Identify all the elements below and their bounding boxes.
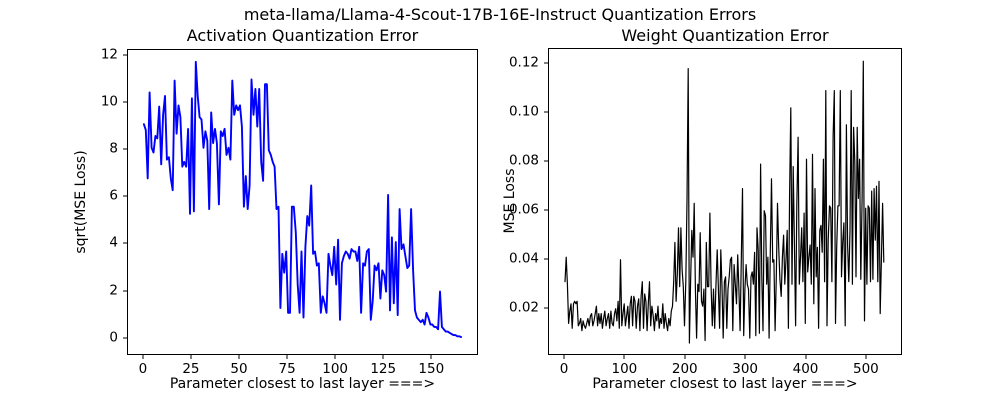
x-tick-mark: [563, 355, 565, 359]
y-tick-label: 2: [109, 282, 118, 299]
data-line: [564, 60, 885, 344]
x-tick-label: 100: [322, 361, 349, 377]
y-tick-label: 0.12: [508, 54, 539, 71]
axes-title: Weight Quantization Error: [621, 26, 829, 45]
x-axis-label: Parameter closest to last layer ===>: [592, 376, 858, 392]
y-tick-mark: [544, 160, 548, 162]
y-tick-label: 6: [109, 187, 118, 204]
y-tick-label: 0.08: [508, 152, 539, 169]
y-axis-label: sqrt(MSE Loss): [73, 150, 89, 254]
y-tick-label: 10: [100, 93, 118, 110]
y-tick-label: 8: [109, 140, 118, 157]
y-tick-label: 0.06: [508, 201, 539, 218]
y-tick-mark: [544, 62, 548, 64]
x-tick-mark: [805, 355, 806, 359]
x-tick-label: 50: [230, 361, 248, 377]
y-tick-label: 0.04: [508, 250, 539, 267]
x-tick-label: 500: [852, 361, 879, 377]
x-tick-label: 400: [792, 361, 819, 377]
x-tick-label: 0: [138, 361, 148, 377]
plot-area: [548, 48, 902, 355]
x-tick-label: 100: [611, 361, 638, 377]
y-tick-mark: [123, 290, 127, 292]
axes-title: Activation Quantization Error: [186, 26, 419, 45]
y-axis-label: MSE Loss: [502, 168, 518, 234]
x-tick-label: 125: [370, 361, 397, 377]
y-tick-mark: [123, 242, 127, 244]
x-tick-label: 300: [732, 361, 759, 377]
x-tick-label: 0: [559, 361, 569, 377]
line-series: [142, 60, 463, 338]
y-tick-mark: [123, 337, 127, 339]
y-tick-label: 0.10: [508, 103, 539, 120]
x-tick-mark: [684, 355, 686, 359]
y-tick-label: 12: [100, 46, 118, 63]
y-tick-mark: [544, 209, 548, 211]
y-tick-mark: [123, 195, 127, 197]
y-axis-ticks: 0.02 0.04 0.06 0.08 0.10 0.12: [478, 48, 548, 355]
data-line: [142, 60, 463, 338]
x-tick-mark: [865, 355, 867, 359]
y-tick-label: 0: [109, 329, 118, 346]
x-tick-label: 150: [418, 361, 445, 377]
x-tick-mark: [286, 355, 288, 359]
y-tick-label: 0.02: [508, 299, 539, 316]
y-tick-mark: [123, 148, 127, 150]
y-tick-label: 4: [109, 234, 118, 251]
x-tick-mark: [334, 355, 336, 359]
y-tick-mark: [123, 101, 127, 103]
x-tick-mark: [430, 355, 432, 359]
y-tick-mark: [544, 111, 548, 113]
x-tick-label: 75: [278, 361, 296, 377]
x-tick-label: 25: [182, 361, 200, 377]
x-tick-mark: [142, 355, 144, 359]
x-axis-label: Parameter closest to last layer ===>: [169, 376, 436, 392]
x-tick-mark: [190, 355, 192, 359]
x-tick-label: 200: [671, 361, 698, 377]
y-tick-mark: [123, 54, 127, 56]
x-tick-mark: [623, 355, 625, 359]
y-tick-mark: [544, 307, 548, 309]
figure-suptitle: meta-llama/Llama-4-Scout-17B-16E-Instruc…: [243, 5, 757, 24]
x-tick-mark: [382, 355, 384, 359]
x-tick-mark: [744, 355, 746, 359]
y-axis-ticks: 0 2 4 6 8 10 12: [57, 46, 127, 355]
plot-area: [127, 49, 478, 355]
line-series: [564, 60, 885, 344]
x-tick-mark: [238, 355, 240, 359]
y-tick-mark: [544, 258, 548, 260]
